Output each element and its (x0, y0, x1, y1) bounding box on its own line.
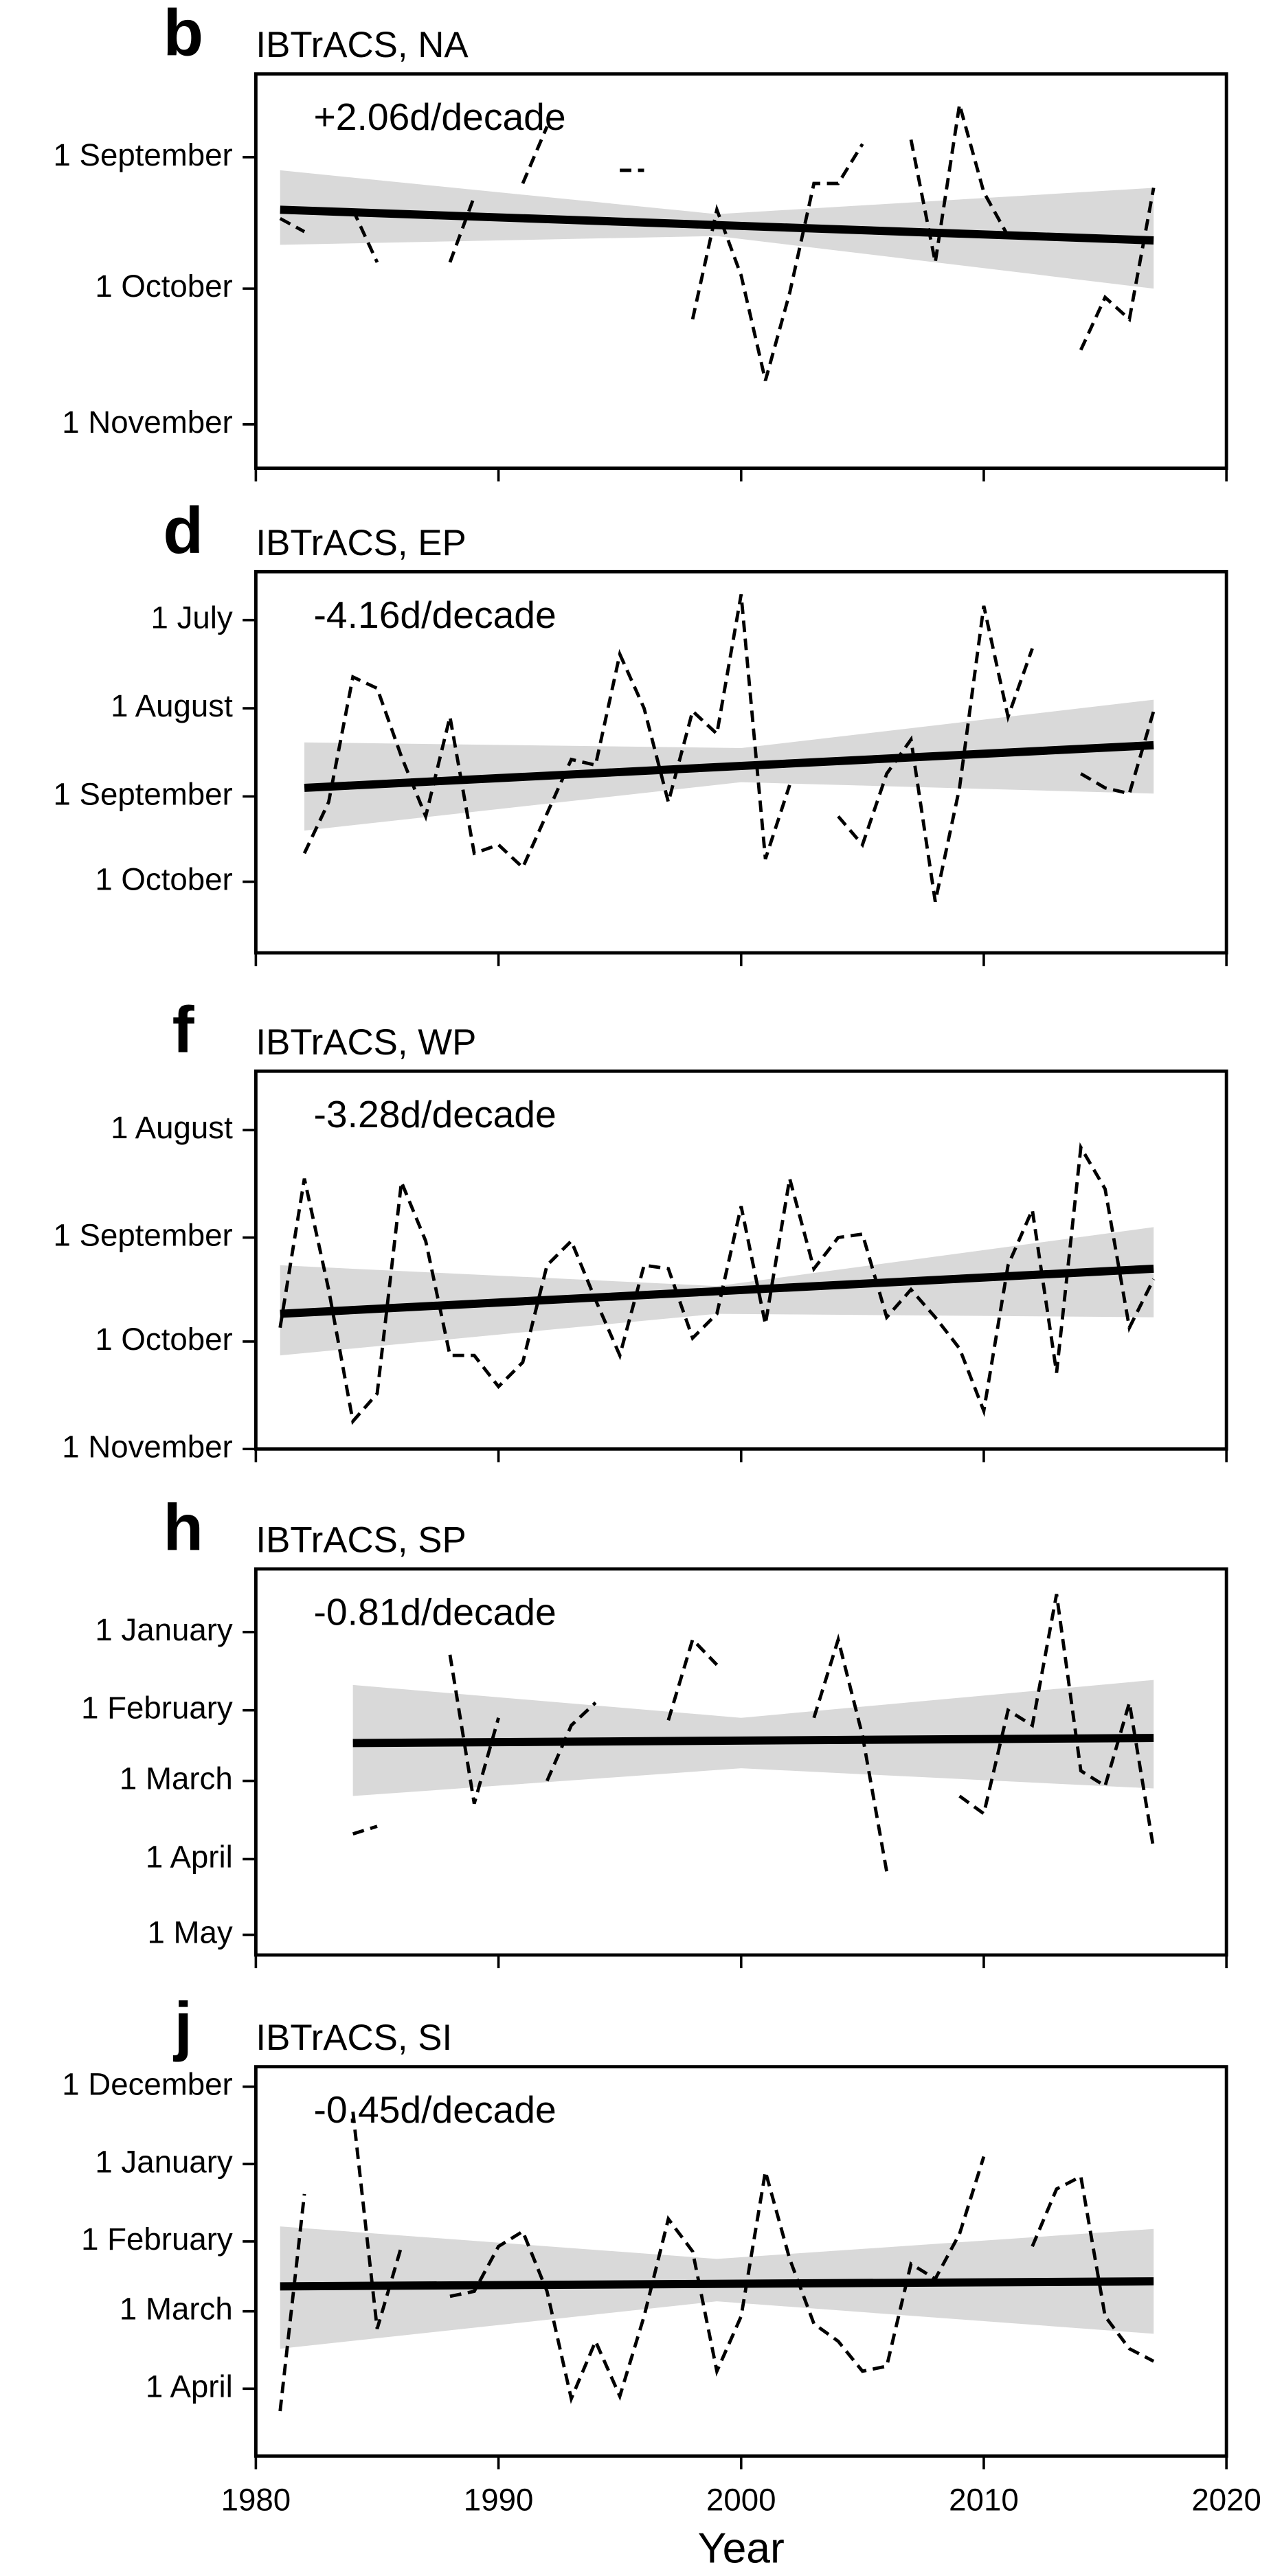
trend-annotation: -0.45d/decade (313, 2088, 556, 2131)
y-tick-label: 1 February (81, 1691, 233, 1726)
panel-letter: j (172, 1989, 192, 2062)
x-tick-label: 2000 (706, 2482, 776, 2517)
data-line (278, 1142, 1156, 1425)
trend-annotation: -3.28d/decade (313, 1093, 556, 1136)
y-tick-label: 1 September (53, 776, 232, 811)
y-tick-label: 1 October (95, 1322, 232, 1357)
trend-annotation: +2.06d/decade (313, 95, 565, 138)
trend-line (280, 205, 1154, 245)
y-tick-label: 1 April (146, 2369, 233, 2404)
x-axis-label: Year (698, 2525, 785, 2573)
y-tick-label: 1 March (120, 2292, 233, 2327)
data-line (279, 104, 1156, 381)
trend-annotation: -4.16d/decade (313, 594, 556, 636)
y-tick-label: 1 February (81, 2222, 233, 2257)
trend-line (280, 1264, 1154, 1318)
x-tick-label: 1980 (221, 2482, 291, 2517)
panel-letter: h (163, 1491, 203, 1565)
y-tick-label: 1 November (62, 405, 233, 440)
data-line (278, 2111, 1155, 2412)
y-tick-label: 1 September (53, 137, 232, 172)
panel-title: IBTrACS, EP (256, 523, 466, 563)
y-tick-label: 1 November (62, 1429, 233, 1464)
data-line (352, 1594, 1156, 1873)
panel-title: IBTrACS, WP (256, 1022, 476, 1063)
panel-title: IBTrACS, NA (256, 25, 469, 65)
panel-letter: d (163, 494, 203, 567)
confidence-band (280, 170, 1154, 289)
y-tick-label: 1 December (62, 2067, 233, 2102)
y-tick-label: 1 October (95, 862, 232, 897)
panel-title: IBTrACS, SP (256, 1520, 466, 1561)
panel-title: IBTrACS, SI (256, 2018, 452, 2058)
trend-line (304, 741, 1154, 792)
y-tick-label: 1 July (151, 600, 233, 635)
x-tick-label: 2020 (1191, 2482, 1261, 2517)
trend-annotation: -0.81d/decade (313, 1591, 556, 1634)
y-tick-label: 1 August (111, 1110, 233, 1145)
y-tick-label: 1 October (95, 269, 232, 304)
trend-line (352, 1734, 1154, 1748)
y-tick-label: 1 January (95, 1612, 233, 1647)
y-tick-label: 1 January (95, 2144, 233, 2179)
data-line (302, 594, 1156, 903)
y-tick-label: 1 March (120, 1761, 233, 1796)
panel-letter: b (163, 0, 203, 69)
trend-line (280, 2277, 1154, 2291)
panel-letter: f (172, 993, 195, 1067)
y-tick-label: 1 April (146, 1839, 233, 1874)
y-tick-label: 1 September (53, 1218, 232, 1253)
x-tick-label: 2010 (949, 2482, 1019, 2517)
x-tick-label: 1990 (464, 2482, 534, 2517)
y-tick-label: 1 May (147, 1915, 233, 1950)
y-tick-label: 1 August (111, 688, 233, 723)
